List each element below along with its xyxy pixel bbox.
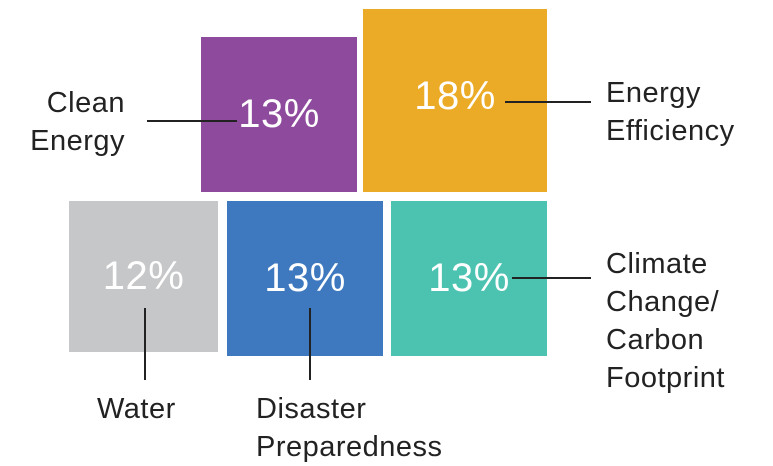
climate-change-tile: 13%	[391, 201, 547, 356]
clean-energy-leader-line	[147, 120, 237, 122]
clean-energy-percent: 13%	[238, 92, 320, 136]
water-label: Water	[97, 393, 176, 425]
energy-efficiency-percent: 18%	[414, 74, 496, 118]
energy-efficiency-leader-line	[505, 101, 591, 103]
disaster-preparedness-percent: 13%	[264, 256, 346, 300]
energy-efficiency-label: Energy Efficiency	[606, 77, 735, 147]
climate-change-label: Climate Change/ Carbon Footprint	[606, 248, 725, 394]
energy-efficiency-tile: 18%	[363, 9, 547, 192]
disaster-preparedness-leader-line	[309, 308, 311, 380]
water-percent: 12%	[102, 254, 185, 298]
clean-energy-tile: 13%	[201, 37, 357, 192]
disaster-preparedness-tile: 13%	[227, 201, 383, 356]
climate-change-percent: 13%	[428, 256, 510, 300]
water-tile: 12%	[69, 201, 218, 352]
clean-energy-label: Clean Energy	[30, 87, 125, 157]
climate-change-leader-line	[512, 277, 591, 279]
disaster-preparedness-label: Disaster Preparedness	[256, 393, 443, 463]
water-leader-line	[144, 308, 146, 380]
